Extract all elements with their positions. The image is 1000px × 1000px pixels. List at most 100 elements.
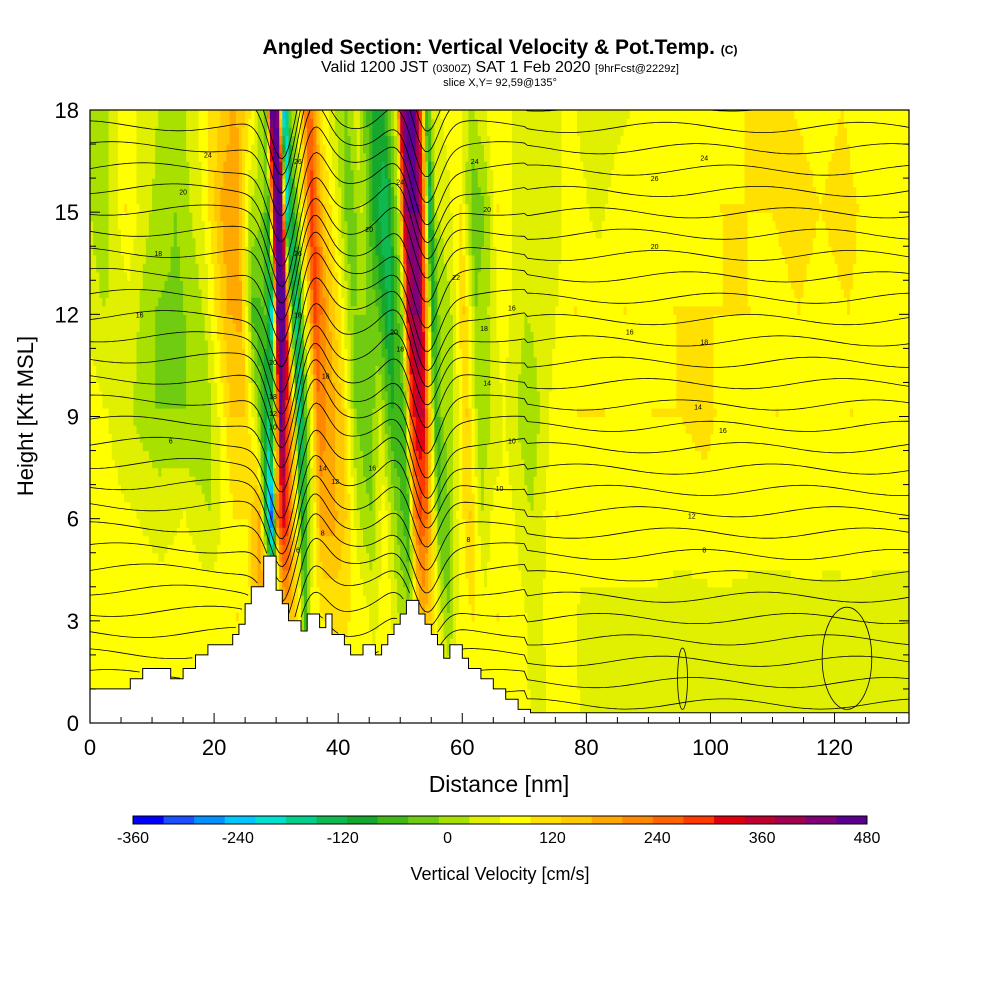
- velocity-cell: [111, 348, 116, 358]
- velocity-cell: [183, 476, 187, 486]
- velocity-cell: [254, 373, 259, 384]
- velocity-cell: [269, 527, 274, 537]
- velocity-cell: [195, 322, 200, 332]
- velocity-cell: [207, 561, 212, 571]
- velocity-cell: [210, 144, 215, 154]
- velocity-cell: [121, 297, 125, 307]
- velocity-cell: [139, 356, 144, 367]
- velocity-cell: [99, 297, 104, 307]
- velocity-cell: [170, 254, 175, 264]
- velocity-cell: [164, 229, 169, 239]
- velocity-cell: [102, 671, 107, 682]
- velocity-cell: [170, 510, 175, 520]
- velocity-cell: [214, 561, 218, 571]
- velocity-cell: [276, 195, 280, 205]
- velocity-cell: [142, 322, 147, 332]
- velocity-cell: [263, 110, 268, 120]
- velocity-cell: [121, 127, 125, 137]
- velocity-cell: [232, 322, 237, 332]
- velocity-cell: [148, 280, 153, 290]
- velocity-cell: [266, 135, 271, 145]
- velocity-cell: [276, 561, 280, 571]
- velocity-cell: [152, 390, 156, 401]
- velocity-cell: [142, 612, 147, 622]
- velocity-cell: [214, 237, 218, 247]
- velocity-cell: [145, 348, 150, 358]
- velocity-cell: [124, 195, 128, 205]
- velocity-cell: [108, 637, 113, 647]
- velocity-cell: [245, 484, 249, 494]
- velocity-cell: [127, 297, 131, 307]
- velocity-cell: [232, 433, 237, 443]
- velocity-cell: [214, 373, 218, 384]
- velocity-cell: [179, 186, 184, 196]
- velocity-cell: [297, 152, 302, 162]
- velocity-cell: [217, 127, 221, 137]
- velocity-cell: [210, 237, 215, 247]
- velocity-cell: [179, 569, 184, 579]
- velocity-cell: [254, 169, 259, 179]
- velocity-cell: [201, 288, 206, 298]
- velocity-cell: [130, 620, 135, 630]
- velocity-cell: [93, 612, 97, 622]
- velocity-cell: [226, 322, 231, 332]
- velocity-cell: [276, 518, 280, 528]
- velocity-cell: [276, 305, 280, 315]
- velocity-cell: [245, 178, 249, 188]
- velocity-cell: [183, 646, 187, 656]
- velocity-cell: [127, 271, 131, 281]
- velocity-cell: [183, 365, 187, 375]
- velocity-cell: [223, 373, 228, 384]
- velocity-cell: [251, 288, 256, 298]
- velocity-cell: [282, 390, 287, 401]
- velocity-cell: [136, 322, 141, 332]
- velocity-cell: [254, 118, 259, 128]
- velocity-cell: [148, 305, 153, 315]
- velocity-cell: [127, 288, 131, 298]
- velocity-cell: [245, 476, 249, 486]
- velocity-cell: [242, 425, 246, 435]
- velocity-cell: [152, 646, 156, 656]
- velocity-cell: [273, 246, 277, 256]
- velocity-cell: [269, 348, 274, 358]
- velocity-cell: [294, 254, 299, 264]
- velocity-cell: [251, 297, 256, 307]
- velocity-cell: [260, 373, 265, 384]
- velocity-cell: [238, 314, 243, 324]
- velocity-cell: [183, 407, 187, 418]
- velocity-cell: [304, 578, 308, 588]
- velocity-cell: [133, 373, 138, 384]
- velocity-cell: [214, 297, 218, 307]
- velocity-cell: [173, 654, 178, 664]
- velocity-cell: [214, 229, 218, 239]
- velocity-cell: [99, 416, 104, 426]
- velocity-cell: [127, 663, 131, 673]
- velocity-cell: [254, 144, 259, 154]
- velocity-cell: [139, 646, 144, 656]
- velocity-cell: [130, 365, 135, 375]
- velocity-cell: [291, 407, 296, 418]
- velocity-cell: [164, 484, 169, 494]
- velocity-cell: [148, 646, 153, 656]
- velocity-cell: [179, 654, 184, 664]
- velocity-cell: [285, 110, 290, 120]
- velocity-cell: [170, 135, 175, 145]
- velocity-cell: [210, 425, 215, 435]
- velocity-cell: [96, 612, 100, 622]
- velocity-cell: [105, 433, 110, 443]
- velocity-cell: [161, 186, 166, 196]
- chart-title-text: Angled Section: Vertical Velocity & Pot.…: [262, 36, 715, 59]
- velocity-cell: [235, 399, 240, 409]
- velocity-cell: [108, 178, 113, 188]
- velocity-cell: [214, 595, 218, 605]
- velocity-cell: [282, 348, 287, 358]
- velocity-cell: [238, 442, 243, 452]
- velocity-cell: [207, 288, 212, 298]
- velocity-cell: [99, 169, 104, 179]
- velocity-cell: [152, 322, 156, 332]
- velocity-cell: [242, 152, 246, 162]
- velocity-cell: [179, 407, 184, 418]
- velocity-cell: [148, 620, 153, 630]
- velocity-cell: [186, 425, 190, 435]
- velocity-cell: [167, 161, 172, 171]
